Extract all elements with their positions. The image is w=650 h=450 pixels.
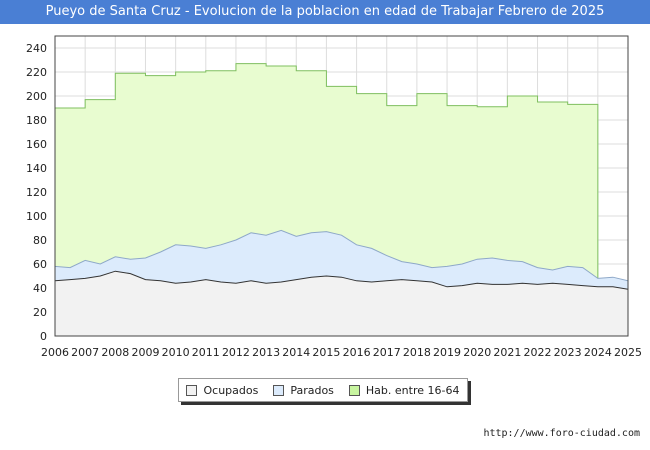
y-tick-label: 220 xyxy=(26,66,47,79)
y-tick-label: 140 xyxy=(26,162,47,175)
y-tick-label: 60 xyxy=(33,258,47,271)
y-tick-label: 40 xyxy=(33,282,47,295)
x-tick-label: 2013 xyxy=(252,346,280,359)
x-tick-label: 2007 xyxy=(71,346,99,359)
source-url: http://www.foro-ciudad.com xyxy=(483,428,640,439)
parados-swatch xyxy=(273,384,285,396)
x-tick-label: 2009 xyxy=(131,346,159,359)
x-tick-label: 2022 xyxy=(524,346,552,359)
y-tick-label: 120 xyxy=(26,186,47,199)
legend-label-hab: Hab. entre 16-64 xyxy=(365,383,460,397)
y-tick-label: 0 xyxy=(40,330,47,343)
x-tick-label: 2016 xyxy=(343,346,371,359)
x-tick-label: 2011 xyxy=(192,346,220,359)
x-tick-label: 2018 xyxy=(403,346,431,359)
ocupados-swatch xyxy=(186,384,198,396)
chart-title: Pueyo de Santa Cruz - Evolucion de la po… xyxy=(0,0,650,24)
plot-border xyxy=(54,35,629,337)
x-tick-label: 2017 xyxy=(373,346,401,359)
y-tick-label: 20 xyxy=(33,306,47,319)
x-tick-label: 2025 xyxy=(614,346,642,359)
x-tick-label: 2014 xyxy=(282,346,310,359)
y-tick-label: 200 xyxy=(26,90,47,103)
x-tick-label: 2008 xyxy=(101,346,129,359)
x-tick-label: 2023 xyxy=(554,346,582,359)
legend-label-ocupados: Ocupados xyxy=(203,383,259,397)
x-tick-label: 2024 xyxy=(584,346,612,359)
legend: Ocupados Parados Hab. entre 16-64 xyxy=(178,378,468,402)
ocupados-series-area xyxy=(55,271,628,336)
y-tick-label: 80 xyxy=(33,234,47,247)
x-tick-label: 2006 xyxy=(41,346,69,359)
legend-item-parados: Parados xyxy=(273,384,334,397)
y-tick-label: 240 xyxy=(26,42,47,55)
legend-label-parados: Parados xyxy=(290,383,334,397)
x-tick-label: 2010 xyxy=(162,346,190,359)
x-tick-label: 2020 xyxy=(463,346,491,359)
y-tick-label: 100 xyxy=(26,210,47,223)
ocupados-series-line xyxy=(54,270,629,290)
y-tick-label: 160 xyxy=(26,138,47,151)
x-tick-label: 2021 xyxy=(493,346,521,359)
x-tick-label: 2019 xyxy=(433,346,461,359)
legend-item-hab: Hab. entre 16-64 xyxy=(348,383,460,397)
y-tick-label: 180 xyxy=(26,114,47,127)
x-tick-label: 2015 xyxy=(312,346,340,359)
legend-item-ocupados: Ocupados xyxy=(186,384,258,397)
hab-swatch xyxy=(348,384,360,396)
x-tick-label: 2012 xyxy=(222,346,250,359)
